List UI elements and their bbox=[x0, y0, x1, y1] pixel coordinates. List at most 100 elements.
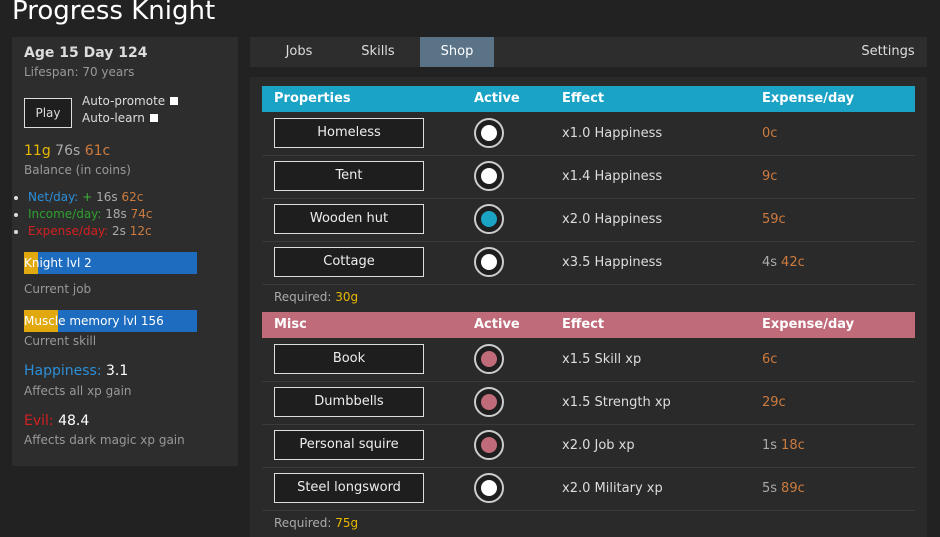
required: Required: 75g bbox=[274, 516, 358, 530]
expense: 59c bbox=[762, 212, 790, 227]
effect: x1.0 Happiness bbox=[562, 126, 663, 141]
tab[interactable]: Skills bbox=[361, 44, 395, 59]
value: 3.1 bbox=[106, 363, 129, 379]
happiness-caption: Affects all xp gain bbox=[24, 384, 132, 398]
copper: 29c bbox=[762, 395, 786, 410]
item-button[interactable]: Homeless bbox=[274, 118, 424, 148]
item-button[interactable]: Steel longsword bbox=[274, 473, 424, 503]
expense: 1s 18c bbox=[762, 438, 809, 453]
copper: 6c bbox=[762, 352, 778, 367]
copper: 0c bbox=[762, 126, 778, 141]
silver: 18s bbox=[105, 207, 127, 221]
column-header: Active bbox=[474, 91, 520, 106]
cashflow-list: Net/day: + 16s 62c Income/day: 18s 74c E… bbox=[12, 189, 153, 240]
active-toggle[interactable] bbox=[474, 387, 504, 417]
value: 48.4 bbox=[58, 413, 90, 429]
job-caption: Current job bbox=[24, 282, 92, 296]
silver: 16s bbox=[96, 190, 118, 204]
tab[interactable]: Jobs bbox=[285, 44, 313, 59]
item-button[interactable]: Dumbbells bbox=[274, 387, 424, 417]
skill-bar: Muscle memory lvl 156 bbox=[24, 310, 197, 332]
expense: 0c bbox=[762, 126, 781, 141]
balance-caption: Balance (in coins) bbox=[24, 163, 131, 177]
settings-tab[interactable]: Settings bbox=[861, 44, 915, 59]
required-label: Required: bbox=[274, 516, 332, 530]
app-title: Progress Knight bbox=[12, 0, 216, 26]
expense: 5s 89c bbox=[762, 481, 809, 496]
copper: 61c bbox=[84, 143, 111, 159]
expense-day: Expense/day: 2s 12c bbox=[28, 223, 153, 240]
active-toggle[interactable] bbox=[474, 344, 504, 374]
column-header: Expense/day bbox=[762, 317, 855, 332]
checkbox[interactable] bbox=[149, 114, 158, 122]
copper: 42c bbox=[781, 255, 805, 270]
column-header: Active bbox=[474, 317, 520, 332]
evil: Evil: 48.4 bbox=[24, 413, 89, 429]
balance: 11g 76s 61c bbox=[24, 143, 110, 159]
required: Required: 30g bbox=[274, 290, 358, 304]
expense: 9c bbox=[762, 169, 781, 184]
label: Evil: bbox=[24, 413, 54, 429]
item-button[interactable]: Tent bbox=[274, 161, 424, 191]
sidebar: Age 15 Day 124 Lifespan: 70 years Play A… bbox=[12, 37, 238, 466]
silver: 2s bbox=[112, 224, 126, 238]
item-row: Dumbbells x1.5 Strength xp 29c bbox=[262, 381, 915, 425]
effect: x3.5 Happiness bbox=[562, 255, 663, 270]
expense: 6c bbox=[762, 352, 781, 367]
happiness: Happiness: 3.1 bbox=[24, 363, 128, 379]
active-indicator bbox=[481, 211, 497, 227]
shop-panel: Properties Active Effect Expense/day Homeles… bbox=[250, 77, 927, 537]
play-button[interactable]: Play bbox=[24, 98, 72, 128]
active-toggle[interactable] bbox=[474, 247, 504, 277]
item-button[interactable]: Wooden hut bbox=[274, 204, 424, 234]
item-row: Book x1.5 Skill xp 6c bbox=[262, 338, 915, 382]
silver: 76s bbox=[55, 143, 81, 159]
effect: x1.5 Skill xp bbox=[562, 352, 642, 367]
auto-promote-label: Auto-promote bbox=[82, 94, 166, 108]
label: Happiness: bbox=[24, 363, 102, 379]
job-bar: Knight lvl 2 bbox=[24, 252, 197, 274]
auto-promote: Auto-promote bbox=[82, 94, 179, 108]
item-button[interactable]: Cottage bbox=[274, 247, 424, 277]
active-toggle[interactable] bbox=[474, 204, 504, 234]
required-value: 75g bbox=[335, 516, 359, 530]
effect: x1.5 Strength xp bbox=[562, 395, 671, 410]
table-header: Properties Active Effect Expense/day bbox=[262, 86, 915, 112]
item-row: Wooden hut x2.0 Happiness 59c bbox=[262, 198, 915, 242]
active-indicator bbox=[481, 125, 497, 141]
active-indicator bbox=[481, 168, 497, 184]
sign: + bbox=[82, 190, 93, 204]
effect: x2.0 Military xp bbox=[562, 481, 663, 496]
job-label: Knight lvl 2 bbox=[24, 256, 92, 270]
auto-learn-label: Auto-learn bbox=[82, 111, 145, 125]
required-label: Required: bbox=[274, 290, 332, 304]
copper: 18c bbox=[781, 438, 805, 453]
item-row: Tent x1.4 Happiness 9c bbox=[262, 155, 915, 199]
active-indicator bbox=[481, 351, 497, 367]
column-header: Effect bbox=[562, 91, 605, 106]
copper: 9c bbox=[762, 169, 778, 184]
active-toggle[interactable] bbox=[474, 473, 504, 503]
checkbox[interactable] bbox=[170, 97, 179, 105]
column-header: Misc bbox=[274, 317, 307, 332]
effect: x1.4 Happiness bbox=[562, 169, 663, 184]
item-button[interactable]: Book bbox=[274, 344, 424, 374]
column-header: Expense/day bbox=[762, 91, 855, 106]
label: Income/day: bbox=[28, 207, 102, 221]
net-day: Net/day: + 16s 62c bbox=[28, 189, 153, 206]
evil-caption: Affects dark magic xp gain bbox=[24, 433, 185, 447]
auto-learn: Auto-learn bbox=[82, 111, 158, 125]
active-toggle[interactable] bbox=[474, 161, 504, 191]
item-button[interactable]: Personal squire bbox=[274, 430, 424, 460]
active-toggle[interactable] bbox=[474, 118, 504, 148]
active-toggle[interactable] bbox=[474, 430, 504, 460]
copper: 74c bbox=[130, 207, 153, 221]
lifespan: Lifespan: 70 years bbox=[24, 65, 135, 79]
item-row: Steel longsword x2.0 Military xp 5s 89c bbox=[262, 467, 915, 511]
effect: x2.0 Job xp bbox=[562, 438, 635, 453]
silver: 1s bbox=[762, 438, 778, 453]
required-value: 30g bbox=[335, 290, 359, 304]
tab[interactable]: Shop bbox=[420, 37, 494, 67]
income-day: Income/day: 18s 74c bbox=[28, 206, 153, 223]
